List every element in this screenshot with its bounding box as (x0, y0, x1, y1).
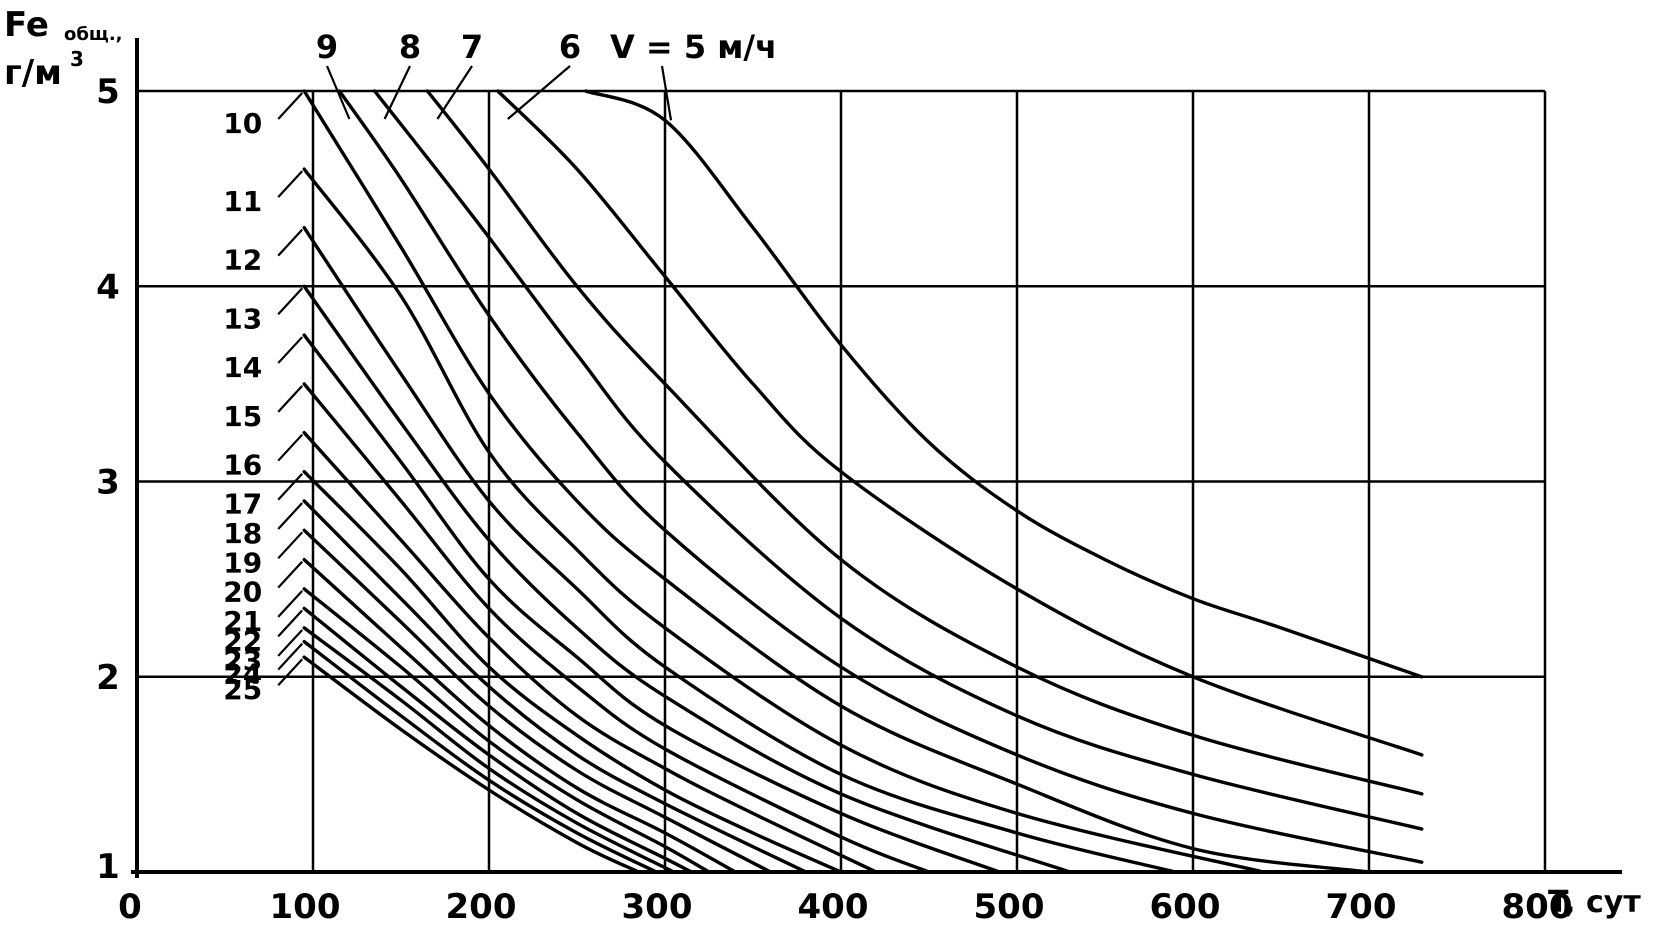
curve-label-23: 23 (223, 644, 262, 677)
curve-v-9 (337, 89, 1424, 864)
curve-label-8: 8 (399, 28, 421, 66)
x-tick-label-0: 0 (118, 887, 142, 927)
leader-line-21 (277, 590, 304, 618)
curve-label-21: 21 (223, 605, 262, 638)
x-tick-label-500: 500 (974, 887, 1045, 927)
curve-label-19: 19 (223, 546, 262, 579)
curve-v-14 (302, 333, 1002, 874)
y-tick-label-5: 5 (96, 72, 120, 112)
leader-line-7 (436, 65, 473, 120)
leader-line-10 (277, 92, 304, 120)
curve-label-24: 24 (223, 658, 262, 691)
y-axis-unit: г/м (4, 53, 62, 93)
curve-label-20: 20 (223, 576, 262, 609)
x-tick-label-100: 100 (270, 887, 341, 927)
curve-v-10 (302, 89, 1371, 874)
curve-v-11 (302, 167, 1266, 874)
leader-line-8 (383, 65, 411, 120)
x-tick-label-300: 300 (622, 887, 693, 927)
y-axis-unit-sup: 3 (70, 47, 84, 71)
leader-line-19 (277, 531, 304, 560)
curve-label-15: 15 (223, 400, 262, 433)
curve-v-5 (584, 89, 1424, 679)
leader-line-16 (277, 433, 304, 462)
curve-v-23 (302, 626, 676, 874)
leader-line-13 (277, 287, 304, 315)
curve-label-14: 14 (223, 351, 262, 384)
curve-label-9: 9 (316, 28, 338, 66)
grid (131, 38, 1622, 878)
y-tick-label-3: 3 (96, 463, 120, 503)
curve-v-25 (302, 655, 641, 874)
curve-label-16: 16 (223, 449, 262, 482)
leader-line-25 (277, 658, 304, 686)
curve-v-8 (372, 89, 1424, 831)
curves (302, 89, 1424, 874)
curve-v-20 (302, 557, 738, 874)
curve-label-25: 25 (223, 673, 262, 706)
curve-v-22 (302, 606, 694, 874)
curve-label-7: 7 (461, 28, 483, 66)
leader-line-15 (277, 385, 304, 413)
y-tick-label-2: 2 (96, 658, 120, 698)
curve-label-6: 6 (559, 28, 581, 66)
curve-v-16 (302, 431, 878, 874)
leader-line-14 (277, 336, 304, 364)
leader-line-12 (277, 228, 304, 257)
curve-v-17 (302, 470, 843, 874)
leader-line-20 (277, 560, 304, 589)
leader-line-18 (277, 502, 304, 530)
curve-v-24 (302, 639, 658, 874)
x-tick-label-800: 800 (1502, 887, 1573, 927)
curve-v-18 (302, 499, 808, 874)
y-tick-label-1: 1 (96, 847, 120, 887)
leader-line-11 (277, 170, 304, 198)
leader-line-24 (277, 642, 304, 671)
x-tick-label-700: 700 (1326, 887, 1397, 927)
curve-label-10: 10 (223, 107, 262, 140)
leader-line-17 (277, 472, 304, 501)
curve-label-17: 17 (223, 488, 262, 521)
curve-v-13 (302, 284, 1072, 874)
curve-label-18: 18 (223, 517, 262, 550)
leader-line-5 (660, 65, 673, 121)
curve-label-11: 11 (223, 185, 262, 218)
curve-v-7 (425, 89, 1424, 796)
v-equals-label: V = 5 м/ч (610, 28, 777, 66)
x-tick-label-600: 600 (1150, 887, 1221, 927)
leader-line-9 (325, 65, 351, 120)
leader-line-6 (507, 65, 571, 120)
curve-label-13: 13 (223, 302, 262, 335)
curve-v-12 (302, 226, 1178, 874)
x-tick-label-200: 200 (446, 887, 517, 927)
y-axis-title: Fe (4, 5, 49, 45)
y-tick-label-4: 4 (96, 267, 120, 307)
y-axis-title-sub: общ., (64, 24, 123, 45)
curve-label-12: 12 (223, 244, 262, 277)
curve-v-15 (302, 382, 931, 874)
curve-label-22: 22 (223, 624, 262, 657)
leader-line-22 (277, 609, 304, 638)
curve-v-19 (302, 528, 773, 874)
curve-v-6 (496, 89, 1424, 757)
x-tick-label-400: 400 (798, 887, 869, 927)
leader-line-23 (277, 629, 304, 657)
x-axis-title: T, сут (1548, 885, 1641, 920)
curve-v-21 (302, 587, 711, 874)
